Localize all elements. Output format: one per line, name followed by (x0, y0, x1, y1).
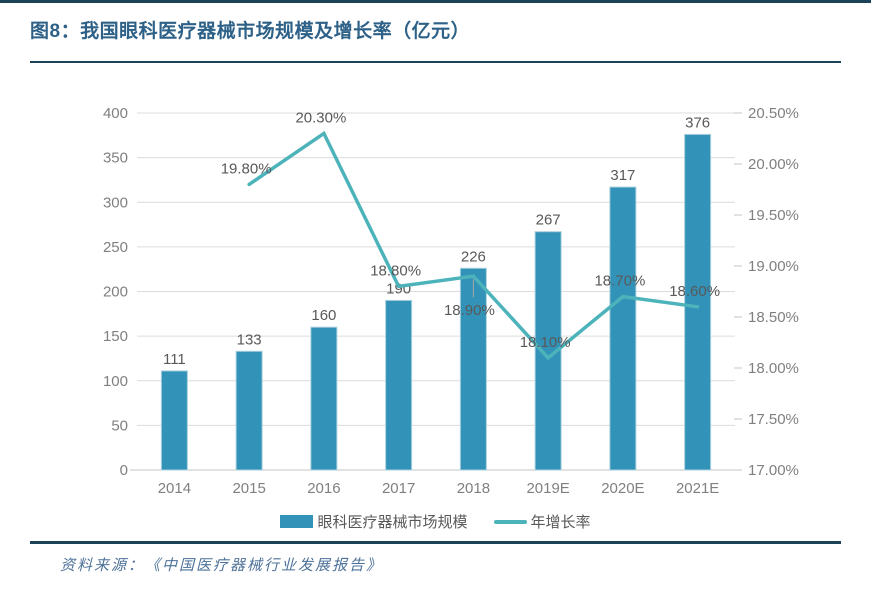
bar-2021E (684, 133, 712, 471)
line-series-swatch (493, 519, 527, 524)
bar-value-label: 133 (237, 331, 262, 348)
x-axis-category-label: 2019E (526, 480, 569, 497)
right-axis-tick-label: 18.00% (748, 360, 799, 377)
growth-rate-label: 18.60% (669, 283, 720, 300)
legend-item-market-size: 眼科医疗器械市场规模 (280, 511, 468, 532)
right-axis-tick-label: 20.00% (748, 156, 799, 173)
bar-2014 (160, 370, 188, 471)
left-axis-tick-label: 350 (103, 150, 128, 167)
x-axis-category-label: 2015 (232, 480, 265, 497)
right-axis-tick-label: 17.50% (748, 411, 799, 428)
bar-value-label: 160 (311, 307, 336, 324)
bar-2017 (385, 299, 413, 471)
left-axis-tick-label: 400 (103, 105, 128, 122)
left-axis-tick-label: 150 (103, 328, 128, 345)
growth-rate-label: 18.70% (594, 273, 645, 290)
title-underline (30, 61, 841, 63)
left-axis-tick-label: 50 (111, 417, 128, 434)
bar-value-label: 376 (685, 114, 710, 131)
left-axis-tick-label: 250 (103, 239, 128, 256)
bar-2020E (609, 186, 637, 471)
growth-rate-label: 18.80% (370, 262, 421, 279)
right-axis-tick-label: 18.50% (748, 309, 799, 326)
growth-rate-labels: 19.80% 20.30% 18.80% 18.90% 18.10% 18.70% 18.6… (221, 109, 720, 350)
bar-series (160, 133, 712, 471)
growth-rate-label: 20.30% (295, 109, 346, 126)
left-axis-tick-label: 0 (120, 462, 128, 479)
bar-2016 (310, 326, 338, 471)
left-axis-tick-label: 100 (103, 373, 128, 390)
bar-series-swatch (280, 515, 314, 528)
legend-label-growth-rate: 年增长率 (530, 514, 591, 531)
right-axis-tick-marks (734, 112, 742, 471)
legend-item-growth-rate: 年增长率 (493, 511, 591, 532)
x-axis-labels: 2014 2015 2016 2017 2018 2019E 2020E 2021E (158, 480, 720, 497)
x-axis-category-label: 2021E (676, 480, 719, 497)
right-axis-tick-label: 20.50% (748, 105, 799, 122)
right-axis-tick-label: 17.00% (748, 462, 799, 479)
left-axis-tick-label: 200 (103, 284, 128, 301)
right-axis-tick-label: 19.50% (748, 207, 799, 224)
right-axis-tick-label: 19.00% (748, 258, 799, 275)
source-note: 资料来源：《中国医疗器械行业发展报告》 (60, 558, 384, 574)
right-axis-labels: 20.50% 20.00% 19.50% 19.00% 18.50% 18.00% 17.5… (748, 105, 799, 479)
growth-rate-label: 19.80% (221, 160, 272, 177)
legend-label-market-size: 眼科医疗器械市场规模 (317, 514, 468, 531)
growth-rate-line (247, 130, 700, 361)
chart-legend: 眼科医疗器械市场规模 年增长率 (0, 511, 871, 532)
bar-value-label: 317 (610, 167, 635, 184)
x-axis-category-label: 2016 (307, 480, 340, 497)
bottom-rule (30, 541, 841, 544)
bar-value-label: 111 (163, 351, 186, 368)
left-axis-tick-label: 300 (103, 194, 128, 211)
x-axis-category-label: 2020E (601, 480, 644, 497)
growth-rate-label: 18.90% (444, 302, 495, 319)
x-axis-category-label: 2018 (457, 480, 490, 497)
left-axis-labels: 400 350 300 250 200 150 100 50 0 (103, 105, 128, 479)
x-axis-category-label: 2014 (158, 480, 191, 497)
bar-value-label: 267 (536, 212, 561, 229)
bar-2015 (235, 350, 263, 471)
bar-value-label: 226 (461, 248, 486, 265)
top-rule (0, 0, 871, 3)
x-axis-category-label: 2017 (382, 480, 415, 497)
growth-rate-label: 18.10% (520, 334, 571, 351)
bar-2018 (459, 267, 487, 471)
figure-title: 图8：我国眼科医疗器械市场规模及增长率（亿元） (30, 21, 471, 42)
